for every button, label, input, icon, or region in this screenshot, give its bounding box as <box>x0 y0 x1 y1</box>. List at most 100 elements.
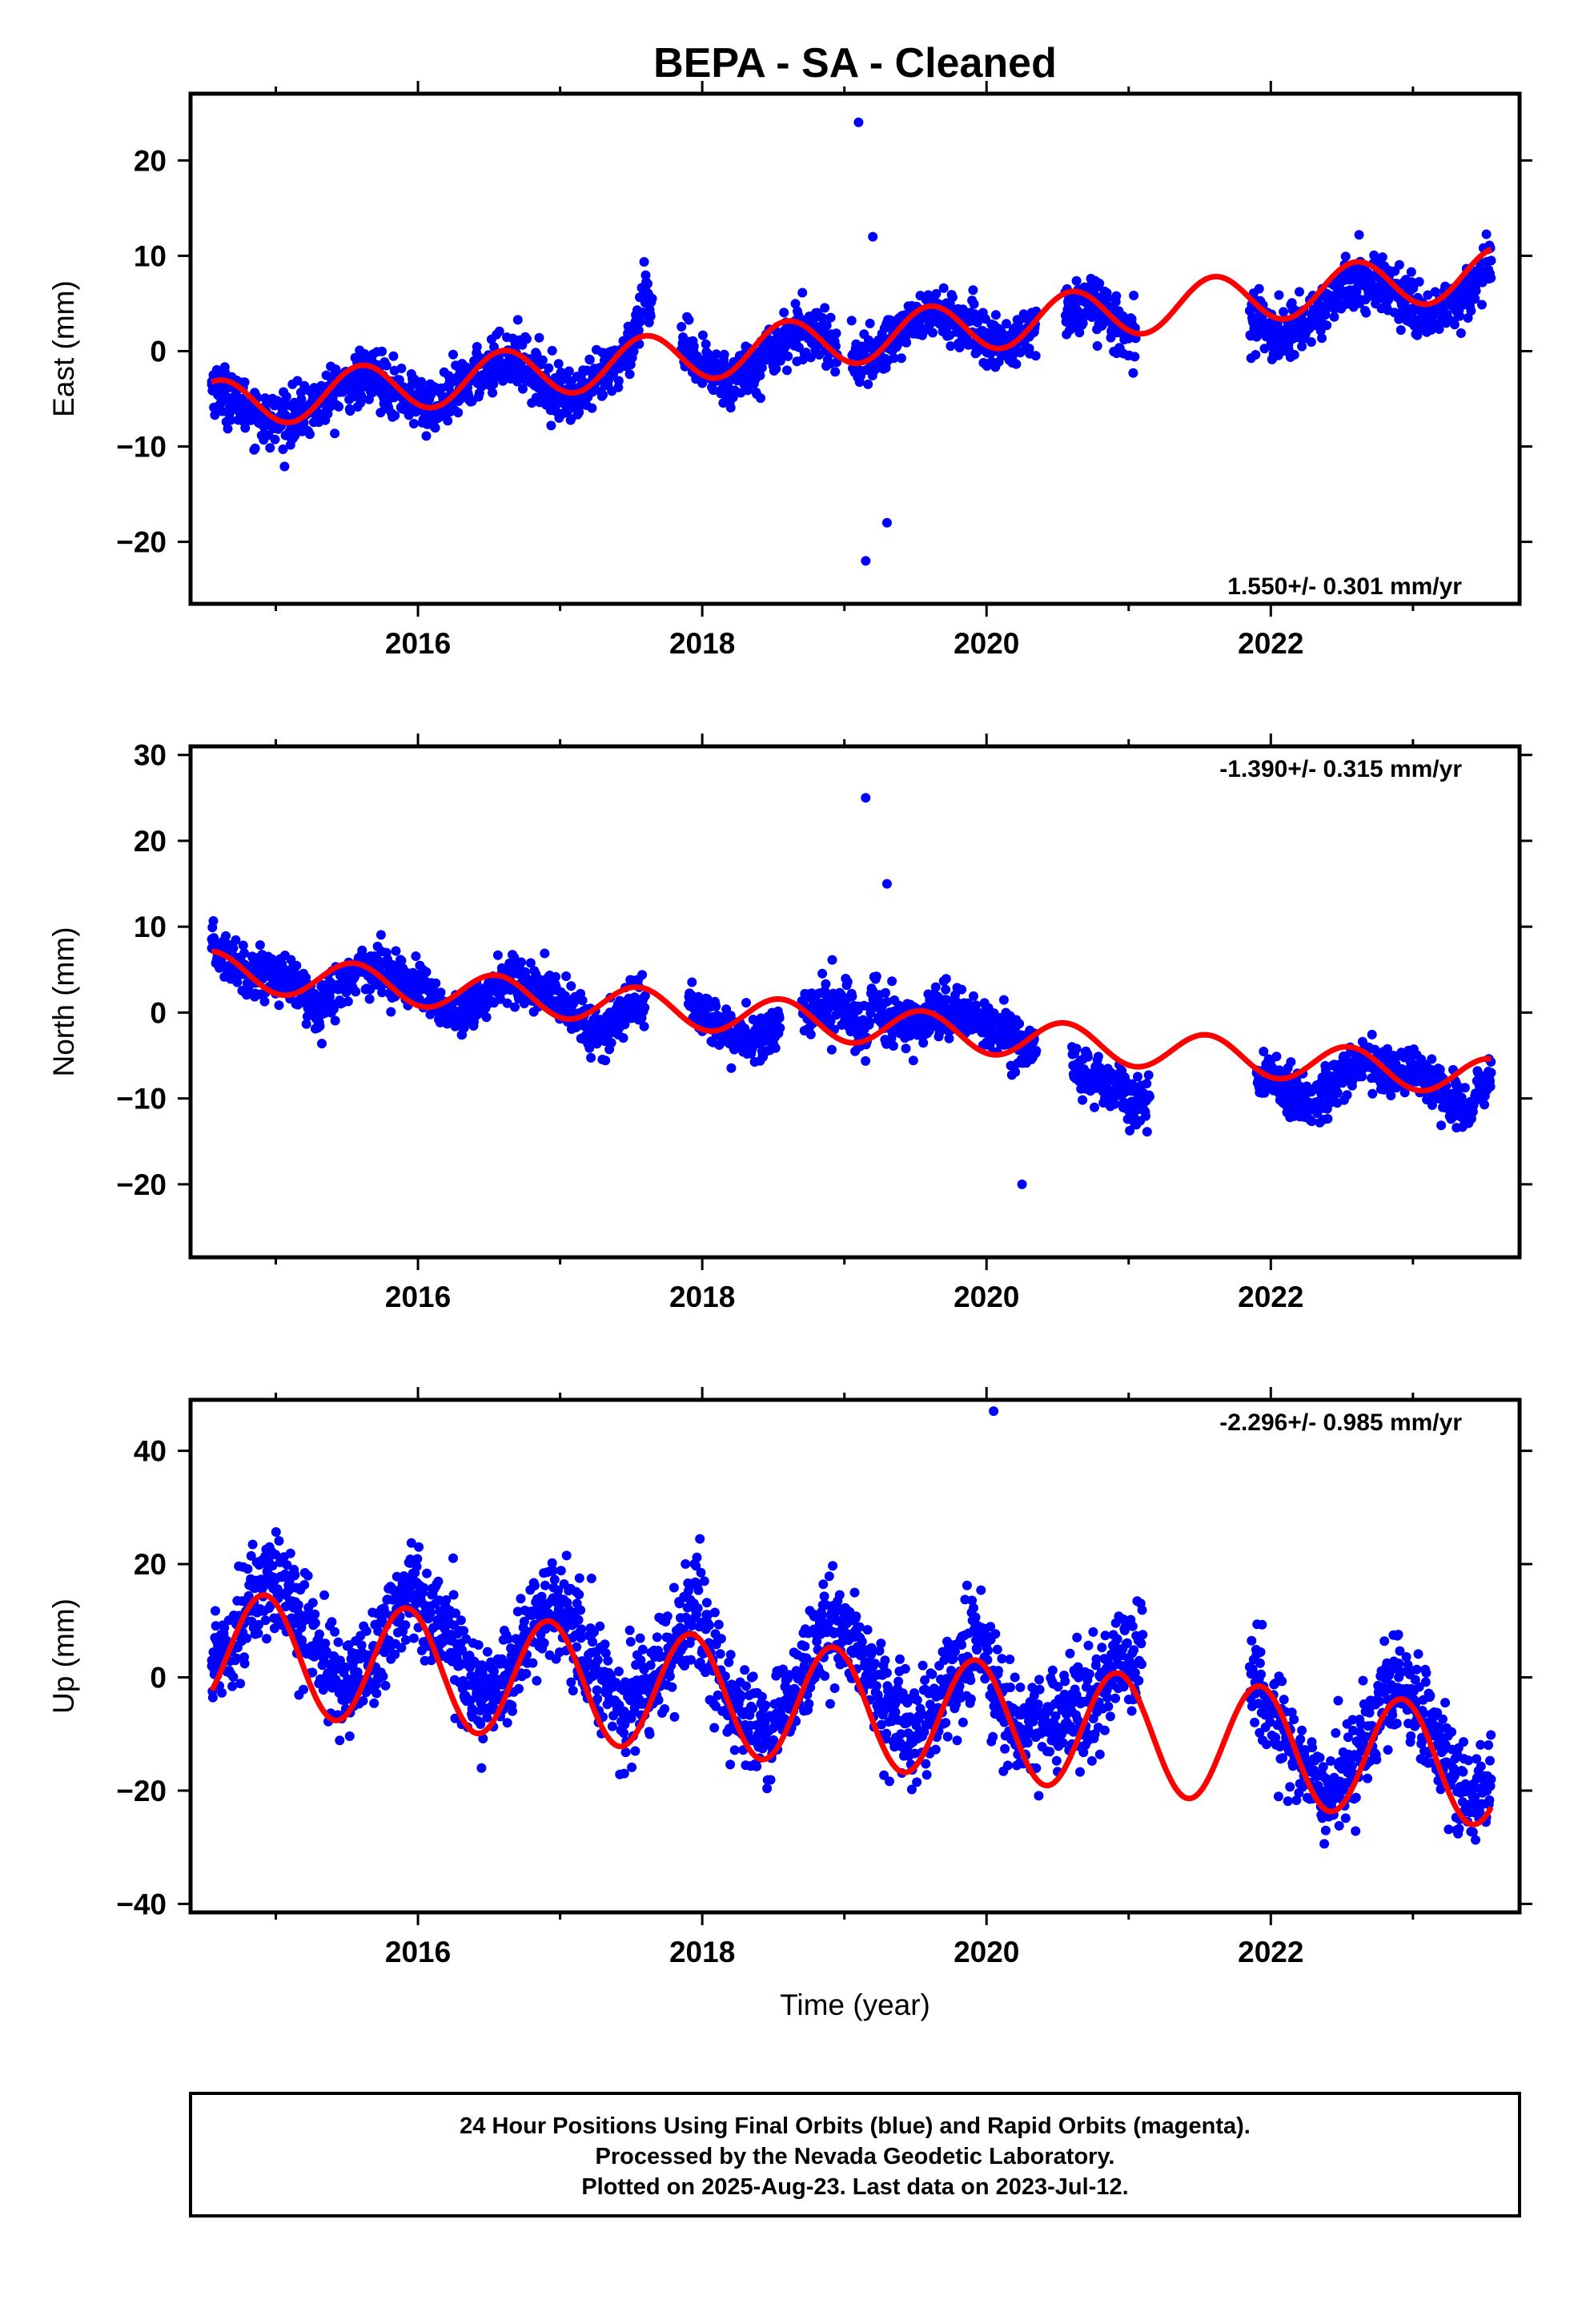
data-point <box>971 1000 982 1011</box>
data-point <box>1456 328 1466 338</box>
data-point <box>231 935 241 945</box>
plot-frame <box>188 91 1522 606</box>
data-point <box>355 397 366 408</box>
data-point <box>1090 1102 1099 1112</box>
data-point <box>414 1542 424 1552</box>
data-point <box>239 377 250 388</box>
data-point <box>757 363 767 373</box>
data-point <box>335 1735 345 1746</box>
data-points <box>207 117 1496 566</box>
data-point <box>1128 368 1138 378</box>
data-point <box>226 415 236 425</box>
data-point <box>771 364 781 374</box>
data-point <box>343 996 353 1007</box>
data-point <box>274 1000 284 1011</box>
data-point <box>1394 259 1404 270</box>
data-point <box>1289 350 1299 360</box>
data-point <box>825 312 836 323</box>
data-point <box>587 403 597 413</box>
data-point <box>1399 1088 1410 1098</box>
data-point <box>518 384 528 394</box>
data-point <box>330 1015 340 1026</box>
data-point <box>566 981 576 991</box>
data-point <box>842 977 853 987</box>
data-point <box>299 1580 310 1590</box>
y-axis-label: North (mm) <box>47 927 80 1076</box>
data-point <box>314 1629 324 1639</box>
data-point <box>243 1564 253 1574</box>
data-point <box>782 365 792 376</box>
data-point <box>208 916 219 926</box>
data-point <box>719 349 729 360</box>
data-point <box>1367 1088 1378 1099</box>
data-point <box>677 322 687 332</box>
data-point <box>1427 1054 1437 1064</box>
data-point <box>779 308 789 318</box>
data-point <box>1383 1043 1392 1054</box>
data-point <box>1110 1099 1120 1109</box>
data-point <box>364 994 375 1004</box>
data-point <box>640 991 650 1001</box>
data-point <box>1142 1079 1152 1089</box>
data-point <box>1486 273 1496 283</box>
data-point <box>1357 1072 1367 1082</box>
data-point <box>1286 1057 1296 1068</box>
x-tick-label: 2018 <box>669 627 735 660</box>
x-tick-label: 2022 <box>1238 627 1303 660</box>
data-point <box>606 1038 616 1048</box>
data-point <box>408 419 419 428</box>
data-point <box>394 375 404 385</box>
data-point <box>1460 1083 1470 1093</box>
data-point <box>930 982 941 992</box>
y-tick-label: 10 <box>134 239 167 272</box>
data-point <box>408 1633 419 1643</box>
data-point <box>412 1554 423 1564</box>
data-point <box>942 995 952 1005</box>
data-point <box>351 987 361 997</box>
data-point <box>400 1620 411 1630</box>
data-point <box>941 984 951 995</box>
data-point <box>853 117 864 127</box>
data-point <box>254 1619 263 1630</box>
data-point <box>711 1001 721 1011</box>
data-point <box>1361 308 1371 318</box>
data-point <box>227 1681 238 1691</box>
data-point <box>344 1731 355 1741</box>
data-point <box>1030 351 1041 361</box>
data-point <box>1482 256 1492 267</box>
data-point <box>211 1606 220 1616</box>
data-point <box>588 387 597 397</box>
data-point <box>711 349 721 360</box>
data-point <box>817 312 828 323</box>
data-point <box>540 948 550 959</box>
data-point <box>888 1041 898 1051</box>
y-tick-label: 0 <box>150 335 167 368</box>
data-point <box>865 1008 876 1019</box>
data-point <box>756 393 765 404</box>
data-point <box>1395 325 1406 336</box>
data-point <box>1125 1125 1135 1136</box>
data-point <box>1071 275 1082 286</box>
data-point <box>1470 294 1480 304</box>
data-point <box>207 1692 218 1703</box>
data-point <box>561 971 572 981</box>
data-point <box>239 948 249 959</box>
y-tick-label: −10 <box>116 1083 167 1116</box>
data-point <box>494 326 504 336</box>
data-point <box>1342 1090 1352 1100</box>
data-point <box>775 1023 785 1033</box>
data-point <box>380 1680 391 1691</box>
data-point <box>928 328 938 338</box>
data-point <box>918 1038 929 1048</box>
data-point <box>1329 312 1339 322</box>
data-point <box>1010 1067 1021 1077</box>
data-point <box>1295 287 1304 297</box>
data-point <box>381 360 391 371</box>
data-point <box>1129 291 1139 300</box>
data-point <box>863 379 873 389</box>
data-point <box>274 1536 284 1546</box>
